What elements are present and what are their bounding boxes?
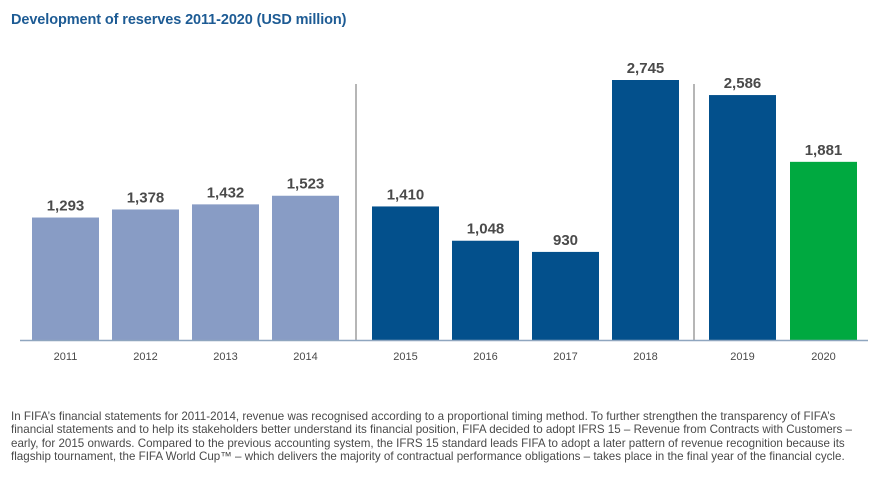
x-tick-2011: 2011: [54, 351, 78, 363]
x-tick-2017: 2017: [553, 351, 577, 363]
x-tick-2020: 2020: [811, 351, 835, 363]
data-label-2014: 1,523: [287, 176, 325, 193]
x-tick-labels-group: 2011 2012 2013 2014 2015 2016 2017 2018 2019 2020: [54, 351, 836, 363]
x-tick-2016: 2016: [473, 351, 497, 363]
data-label-2019: 2,586: [724, 75, 762, 92]
bar-2016: [452, 240, 519, 340]
bar-2012: [112, 209, 179, 340]
data-label-2011: 1,293: [47, 198, 85, 215]
footnote-text: In FIFA’s financial statements for 2011-…: [11, 410, 852, 464]
data-label-2020: 1,881: [805, 142, 843, 159]
bar-2017: [532, 251, 599, 340]
bar-2015: [372, 206, 439, 340]
bars-group: [32, 80, 857, 340]
bar-2019: [709, 95, 776, 340]
data-label-2013: 1,432: [207, 184, 245, 201]
bar-2011: [32, 217, 99, 340]
bar-chart: 1,293 1,378 1,432 1,523 1,410 1,048 930 2,745 2,…: [20, 60, 868, 363]
data-labels-group: 1,293 1,378 1,432 1,523 1,410 1,048 930 2,745 2,…: [47, 60, 843, 249]
data-label-2012: 1,378: [127, 189, 165, 206]
bar-2020: [790, 161, 857, 340]
data-label-2015: 1,410: [387, 186, 425, 203]
data-label-2017: 930: [553, 232, 578, 249]
chart-title: Development of reserves 2011-2020 (USD m…: [11, 12, 347, 28]
bar-2018: [612, 80, 679, 340]
x-tick-2019: 2019: [730, 351, 754, 363]
data-label-2016: 1,048: [467, 221, 505, 238]
dividers-group: [355, 84, 695, 340]
bar-2013: [192, 204, 259, 340]
x-tick-2018: 2018: [633, 351, 657, 363]
x-tick-2013: 2013: [213, 351, 237, 363]
x-tick-2015: 2015: [393, 351, 417, 363]
x-tick-2014: 2014: [293, 351, 317, 363]
x-tick-2012: 2012: [133, 351, 157, 363]
data-label-2018: 2,745: [627, 60, 665, 77]
bar-2014: [272, 195, 339, 340]
